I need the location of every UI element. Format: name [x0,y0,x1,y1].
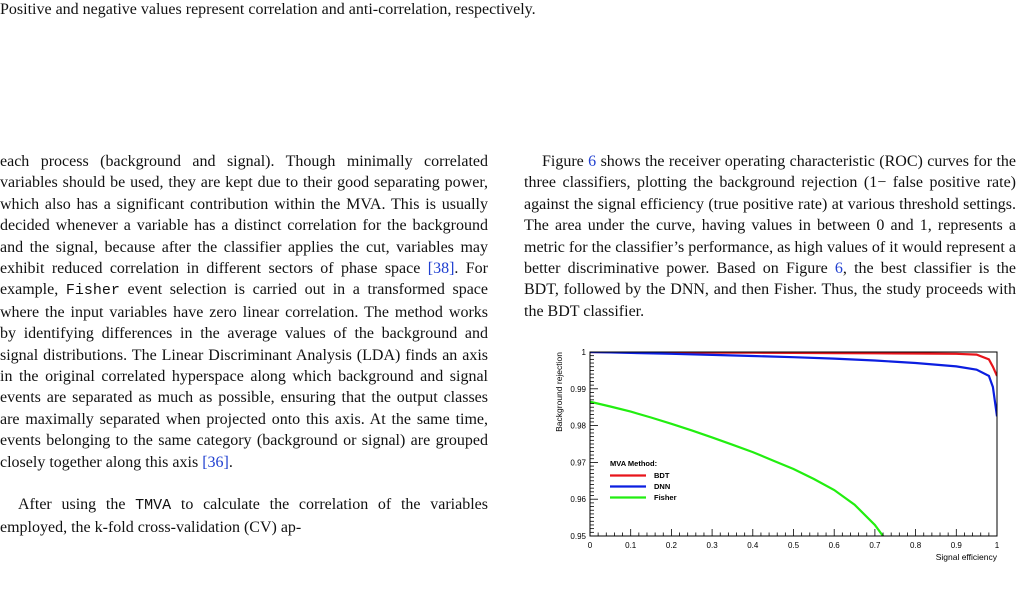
x-tick-label: 0.4 [747,541,759,550]
fisher-code: Fisher [65,282,120,300]
x-tick-label: 0 [588,541,593,550]
roc-curve-fisher [590,400,884,536]
text-span: , the best classifier is the BDT, follow… [524,260,1016,320]
right-column: Figure 6 shows the receiver operating ch… [524,151,1016,322]
paragraph-gap [0,473,488,494]
legend-title: MVA Method: [610,459,657,468]
figure-ref-link[interactable]: 6 [588,153,597,170]
figure-caption-tail: Positive and negative values represent c… [0,1,536,18]
text-span: . For example, [0,260,488,299]
roc-curve-dnn [590,352,997,417]
y-tick-label: 0.98 [570,422,586,431]
left-paragraph-2: After using the TMVA to calculate the co… [0,494,488,538]
roc-chart: 0 0.1 0.2 0.3 0.4 0.5 0.6 0.7 0.8 0.9 1 0.95 0.96 0.9… [554,348,1000,562]
text-span: to calculate the correlation of the vari… [0,496,488,536]
text-span: each process (background and signal). Th… [0,153,488,278]
right-paragraph-1: Figure 6 shows the receiver operating ch… [524,151,1016,322]
y-tick-label: 0.95 [570,532,586,541]
left-paragraph-1: each process (background and signal). Th… [0,151,488,473]
x-tick-label: 0.6 [829,541,841,550]
x-tick-label: 0.1 [625,541,637,550]
plot-frame [589,351,998,537]
x-axis-title: Signal efficiency [936,552,998,562]
legend-label-fisher: Fisher [654,493,677,502]
y-tick-label: 0.97 [570,458,586,467]
y-tick-label: 1 [582,348,587,357]
x-tick-label: 0.5 [788,541,800,550]
figure-ref-link-2[interactable]: 6 [834,260,843,278]
text-span: . [228,453,233,471]
y-tick-label: 0.96 [570,495,586,504]
legend-label-dnn: DNN [654,482,670,491]
x-tick-label: 0.2 [666,541,678,550]
x-tick-label: 0.7 [869,541,881,550]
text-span: Figure [542,153,589,170]
citation-link-38[interactable]: [38] [427,260,455,278]
x-tick-label: 0.8 [910,541,922,550]
citation-link-36[interactable]: [36] [202,453,229,471]
left-column: each process (background and signal). Th… [0,151,488,538]
x-tick-label: 0.3 [707,541,719,550]
x-tick-label: 1 [995,541,1000,550]
y-axis-title: Background rejection [554,352,564,432]
legend-label-bdt: BDT [654,471,670,480]
text-span: After using the [18,496,136,514]
x-tick-label: 0.9 [951,541,963,550]
text-span: event selection is carried out in a tran… [0,281,489,471]
tmva-code: TMVA [135,497,172,515]
y-tick-label: 0.99 [570,385,586,394]
text-span: shows the receiver operating characteris… [524,153,1016,278]
roc-figure: 0 0.1 0.2 0.3 0.4 0.5 0.6 0.7 0.8 0.9 1 0.95 0.96 0.9… [528,340,1020,590]
